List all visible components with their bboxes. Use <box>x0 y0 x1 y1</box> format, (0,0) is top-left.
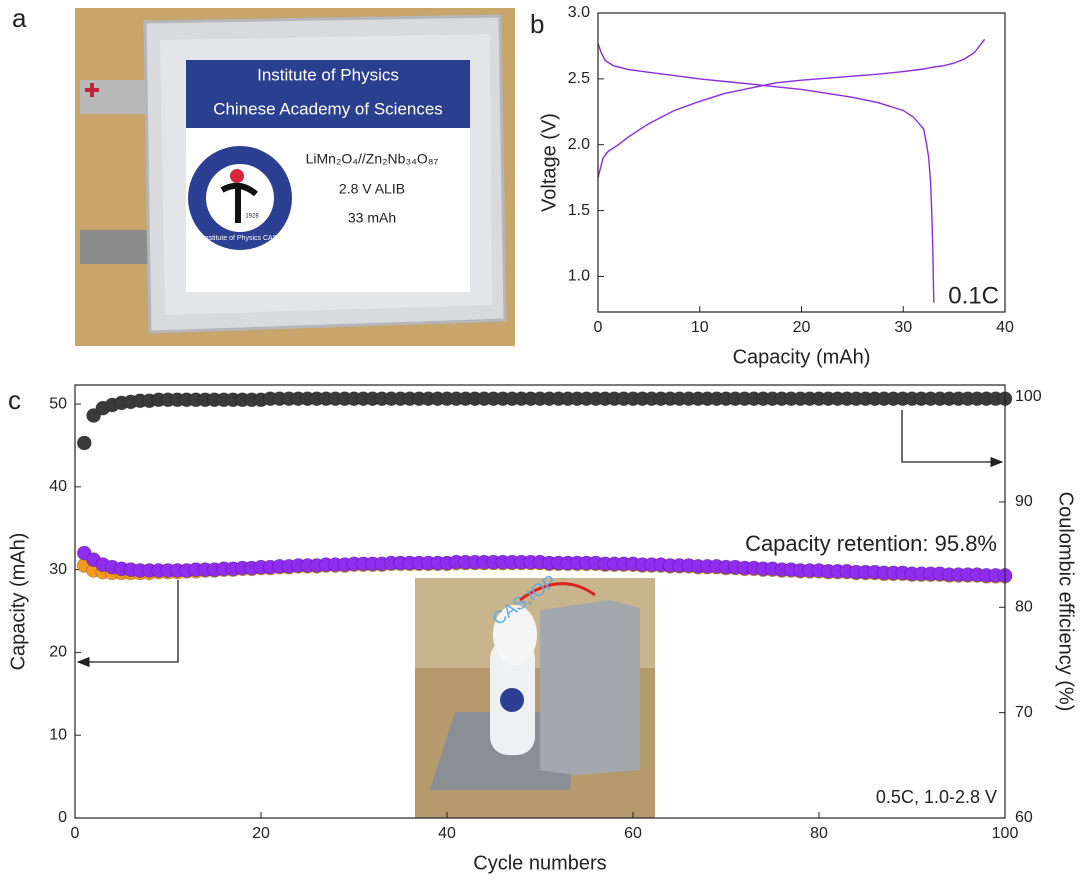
x-tick-label: 0 <box>71 825 80 842</box>
y-tick-label: 2.5 <box>568 70 590 87</box>
annotation: 0.1C <box>948 282 999 309</box>
x-tick-label: 80 <box>810 825 828 842</box>
y2-tick-label: 90 <box>1015 493 1033 510</box>
y2-tick-label: 80 <box>1015 599 1033 616</box>
x-tick-label: 0 <box>594 319 603 336</box>
photo-header: Institute of Physics <box>257 65 399 84</box>
photo-line: 33 mAh <box>348 210 396 226</box>
y2-tick-label: 100 <box>1015 388 1042 405</box>
logo-year: 1928 <box>245 214 259 220</box>
photo-a <box>75 8 515 346</box>
x-tick-label: 20 <box>252 825 270 842</box>
y-tick-label: 50 <box>49 395 67 412</box>
annotation: 0.5C, 1.0-2.8 V <box>876 787 997 807</box>
panel-label: a <box>12 3 27 33</box>
x-tick-label: 30 <box>894 319 912 336</box>
logo-text: Institute of Physics CAS <box>203 235 278 242</box>
y2-axis-label: Coulombic efficiency (%) <box>1055 492 1077 712</box>
y-tick-label: 40 <box>49 478 67 495</box>
plot-frame <box>74 384 1006 819</box>
x-tick-label: 40 <box>996 319 1014 336</box>
x-tick-label: 40 <box>438 825 456 842</box>
y-tick-label: 1.0 <box>568 268 590 285</box>
y-tick-label: 0 <box>58 809 67 826</box>
x-tick-label: 60 <box>624 825 642 842</box>
x-axis-label: Cycle numbers <box>473 852 606 874</box>
x-tick-label: 10 <box>691 319 709 336</box>
x-tick-label: 20 <box>793 319 811 336</box>
y-tick-label: 30 <box>49 561 67 578</box>
arrow <box>901 410 1004 468</box>
photo-line: 2.8 V ALIB <box>339 181 405 197</box>
x-axis-label: Capacity (mAh) <box>733 346 871 368</box>
x-tick-label: 100 <box>992 825 1019 842</box>
y-tick-label: 1.5 <box>568 202 590 219</box>
y2-tick-label: 70 <box>1015 704 1033 721</box>
panel-label: c <box>8 385 21 415</box>
inset-photo <box>415 578 655 818</box>
panel-label: b <box>530 9 544 39</box>
y-axis-label: Capacity (mAh) <box>7 533 29 671</box>
data-point <box>76 435 92 451</box>
voltage-curve <box>597 38 986 178</box>
y2-tick-label: 60 <box>1015 809 1033 826</box>
photo-line: LiMn₂O₄//Zn₂Nb₃₄O₈₇ <box>306 151 439 167</box>
y-tick-label: 20 <box>49 644 67 661</box>
arrow <box>76 580 179 668</box>
y-axis-label: Voltage (V) <box>538 113 560 212</box>
y-tick-label: 2.0 <box>568 136 590 153</box>
voltage-curve <box>597 43 935 303</box>
photo-header: Chinese Academy of Sciences <box>213 99 443 118</box>
annotation: Capacity retention: 95.8% <box>745 531 997 556</box>
y-tick-label: 10 <box>49 726 67 743</box>
plot-frame <box>597 12 1006 313</box>
y-tick-label: 3.0 <box>568 4 590 21</box>
